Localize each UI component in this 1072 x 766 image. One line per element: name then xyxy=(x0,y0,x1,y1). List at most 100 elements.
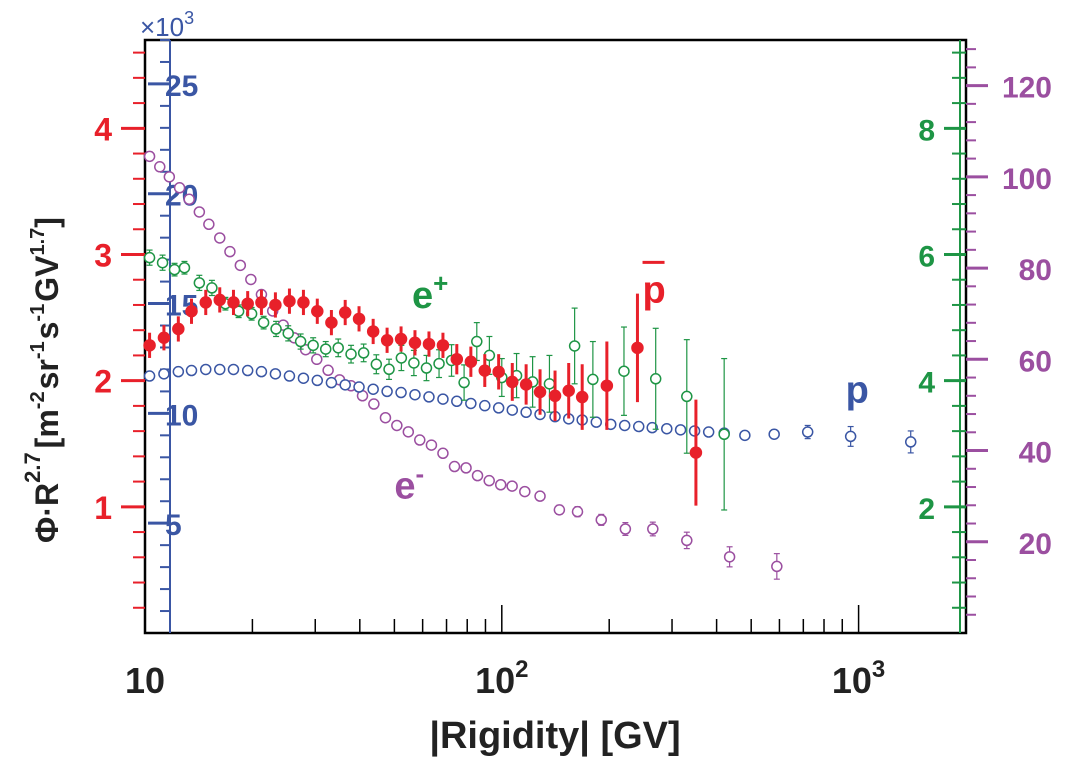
electron-data-point xyxy=(402,426,415,438)
proton-tick-label: 10 xyxy=(165,399,198,432)
series-label-positron: e+ xyxy=(412,268,448,317)
proton-data-point xyxy=(325,376,338,389)
positron-data-point xyxy=(649,373,662,385)
proton-data-point xyxy=(506,404,519,416)
proton-data-point xyxy=(367,383,379,395)
y-axis-label: Φ·R2.7[m-2sr-1s-1GV1.7] xyxy=(20,217,65,543)
antiproton-data-point xyxy=(199,296,212,309)
positron-data-point xyxy=(420,362,433,374)
proton-data-point xyxy=(353,381,365,393)
antiproton-data-point xyxy=(394,332,408,346)
antiproton-data-point xyxy=(380,334,394,347)
antiproton-data-point xyxy=(227,296,240,309)
proton-data-point xyxy=(674,424,687,436)
positron-data-point xyxy=(357,347,370,359)
antiproton-tick-label: 3 xyxy=(94,237,112,273)
positron-data-point xyxy=(568,340,581,352)
electron-data-point xyxy=(391,419,403,432)
electron-data-point xyxy=(173,182,186,194)
electron-data-point xyxy=(425,439,438,451)
proton-data-point xyxy=(618,419,631,432)
electron-data-point xyxy=(494,479,507,491)
positron-data-point xyxy=(168,263,181,276)
positron-data-point xyxy=(383,363,395,376)
positron-tick-label: 6 xyxy=(918,240,935,273)
electron-data-point xyxy=(723,551,736,563)
antiproton-data-point xyxy=(157,331,171,345)
proton-axis-multiplier: ×103 xyxy=(140,8,194,42)
antiproton-data-point xyxy=(562,384,575,398)
proton-data-point xyxy=(844,430,857,443)
antiproton-data-point xyxy=(297,296,310,309)
proton-data-point xyxy=(409,388,421,401)
series-positron xyxy=(143,249,730,511)
positron-tick-label: 4 xyxy=(918,367,935,400)
electron-data-point xyxy=(619,523,632,535)
proton-data-point xyxy=(479,399,491,412)
positron-data-point xyxy=(681,390,693,403)
electron-data-point xyxy=(534,490,546,502)
series-label-antiproton: p xyxy=(643,269,666,311)
antiproton-data-point xyxy=(269,298,282,312)
antiproton-data-point xyxy=(689,446,703,459)
electron-data-point xyxy=(448,460,461,473)
proton-data-point xyxy=(423,391,435,403)
antiproton-data-point xyxy=(352,312,366,326)
electron-tick-label: 20 xyxy=(1019,528,1052,561)
proton-data-point xyxy=(590,416,603,428)
positron-data-point xyxy=(618,365,630,377)
positron-data-point xyxy=(332,342,344,354)
positron-data-point xyxy=(718,428,730,441)
series-label-proton: p xyxy=(846,369,869,411)
positron-data-point xyxy=(143,251,156,264)
proton-tick-label: 25 xyxy=(165,70,198,103)
electron-tick-label: 40 xyxy=(1019,437,1052,470)
positron-data-point xyxy=(307,339,319,352)
positron-data-point xyxy=(282,327,294,340)
electron-data-point xyxy=(506,480,518,492)
proton-data-point xyxy=(904,436,917,448)
antiproton-tick-label: 2 xyxy=(94,364,112,400)
antiproton-data-point xyxy=(436,339,450,352)
antiproton-data-point xyxy=(600,379,614,392)
electron-data-point xyxy=(203,218,215,231)
x-axis-label: |Rigidity| [GV] xyxy=(429,715,680,757)
electron-data-point xyxy=(143,150,156,163)
positron-data-point xyxy=(193,277,206,289)
electron-data-point xyxy=(771,560,783,573)
antiproton-data-point xyxy=(325,316,338,329)
electron-data-point xyxy=(483,474,495,487)
positron-data-point xyxy=(294,335,307,348)
x-tick-label: 102 xyxy=(475,656,528,701)
positron-data-point xyxy=(543,378,556,390)
proton-data-point xyxy=(227,363,240,376)
electron-data-point xyxy=(437,447,449,460)
labels-layer: e-p e+ p xyxy=(394,260,869,507)
proton-data-point xyxy=(702,426,715,438)
electron-data-point xyxy=(224,245,236,258)
proton-data-point xyxy=(492,402,505,414)
antiproton-data-point xyxy=(631,341,644,355)
positron-data-point xyxy=(156,256,169,269)
positron-data-point xyxy=(257,316,270,329)
proton-data-point xyxy=(661,422,673,435)
proton-data-point xyxy=(199,363,212,376)
positron-data-point xyxy=(408,357,420,369)
positron-data-point xyxy=(319,343,332,355)
series-antiproton xyxy=(143,287,703,506)
proton-data-point xyxy=(451,395,463,408)
proton-data-point xyxy=(801,426,814,438)
x-tick-label: 10 xyxy=(125,660,165,701)
antiproton-data-point xyxy=(548,389,562,403)
proton-data-point xyxy=(297,372,310,384)
antiproton-data-point xyxy=(533,385,547,399)
proton-data-point xyxy=(283,370,296,382)
proton-data-point xyxy=(395,386,407,399)
electron-data-point xyxy=(414,434,426,446)
electron-data-point xyxy=(234,259,247,272)
positron-data-point xyxy=(587,373,599,386)
positron-data-point xyxy=(458,376,470,389)
x-tick-label: 103 xyxy=(832,656,885,701)
antiproton-data-point xyxy=(519,378,533,391)
antiproton-data-point xyxy=(283,294,296,308)
